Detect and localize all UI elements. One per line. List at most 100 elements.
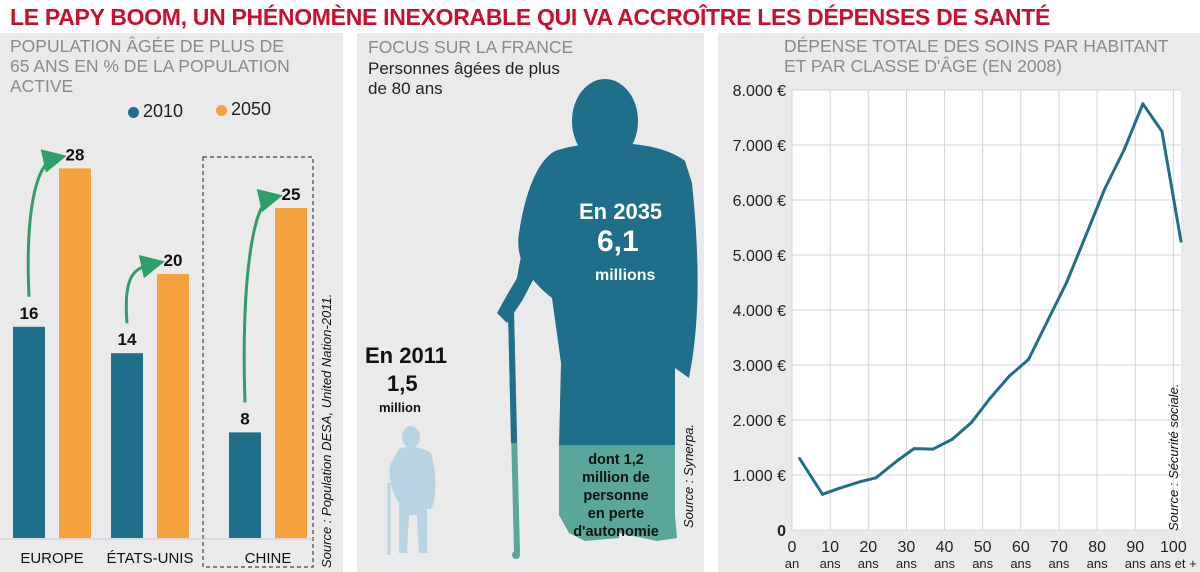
category-label-0: EUROPE (20, 550, 83, 567)
y-tick-label-5: 5.000 € (733, 248, 786, 265)
legend-2050-swatch (216, 105, 227, 116)
line-chart: 0 1.000 € 2.000 € 3.000 € 4.000 € 5.000 € 6.00… (733, 83, 1197, 571)
dependency-line-4: en perte (587, 506, 645, 522)
y-tick-label-4: 4.000 € (733, 303, 786, 320)
dependency-line-2: million de (582, 470, 650, 486)
category-label-1: ÉTATS-UNIS (107, 550, 194, 567)
unit-2011: million (379, 400, 421, 415)
spending-point-5 (897, 458, 901, 462)
dependency-line-1: dont 1,2 (588, 452, 644, 468)
panel-health-spending: DÉPENSE TOTALE DES SOINS PAR HABITANT ET… (718, 33, 1200, 572)
category-label-2: CHINE (245, 550, 292, 567)
left-title-line-2: 65 ANS EN % DE LA POPULATION (10, 56, 290, 76)
spending-point-11 (1007, 374, 1011, 378)
spending-point-20 (1179, 239, 1183, 243)
spending-point-8 (950, 437, 954, 441)
mid-source: Source : Synerpa. (681, 423, 696, 528)
spending-point-14 (1065, 281, 1069, 284)
y-tick-label-8: 8.000 € (733, 83, 786, 100)
small-elderly-figure (387, 426, 436, 555)
y-tick-label-2: 2.000 € (733, 413, 786, 430)
y-tick-label-3: 3.000 € (733, 358, 786, 375)
spending-point-18 (1141, 102, 1145, 106)
value-2035: 6,1 (597, 225, 639, 258)
x-tick-unit-4: ans (934, 556, 955, 571)
x-tick-label-0: 0 (788, 539, 797, 556)
x-tick-unit-8: ans (1087, 556, 1108, 571)
bar-2010-2 (229, 432, 261, 538)
spending-point-12 (1026, 358, 1030, 361)
bar-label-2010-0: 16 (20, 304, 39, 323)
bar-2050-1 (157, 274, 189, 538)
bar-label-2050-2: 25 (282, 185, 301, 204)
x-tick-unit-6: ans (1010, 556, 1031, 571)
spending-point-13 (1046, 319, 1050, 323)
spending-point-1 (821, 492, 825, 496)
x-tick-label-10: 100 (1160, 539, 1187, 556)
spending-point-17 (1122, 149, 1126, 152)
left-title-line-3: ACTIVE (10, 76, 74, 96)
x-tick-label-5: 50 (974, 539, 992, 556)
x-tick-label-2: 20 (859, 539, 877, 556)
headline: LE PAPY BOOM, UN PHÉNOMÈNE INEXORABLE QU… (10, 4, 1051, 30)
spending-point-15 (1084, 234, 1088, 238)
y-tick-label-1: 1.000 € (733, 468, 786, 485)
right-title-line-2: ET PAR CLASSE D'ÂGE (EN 2008) (784, 56, 1062, 76)
x-tick-unit-5: ans (972, 556, 993, 571)
legend-2010-swatch (128, 107, 139, 118)
x-tick-label-9: 90 (1126, 539, 1144, 556)
x-tick-label-6: 60 (1012, 539, 1030, 556)
x-tick-unit-10: ans et + (1150, 556, 1197, 571)
spending-point-10 (988, 396, 992, 400)
x-tick-unit-2: ans (858, 556, 879, 571)
growth-arrow-2 (242, 188, 283, 403)
spending-point-16 (1103, 187, 1107, 191)
x-tick-label-3: 30 (898, 539, 916, 556)
label-2011: En 2011 (365, 343, 447, 368)
spending-point-9 (969, 421, 973, 425)
legend-2010-label: 2010 (143, 101, 184, 121)
large-elderly-figure (497, 79, 698, 559)
y-tick-label-0: 0 (777, 523, 786, 540)
y-tick-label-7: 7.000 € (733, 138, 786, 155)
x-tick-label-1: 10 (821, 539, 839, 556)
bar-label-2050-0: 28 (66, 145, 85, 164)
left-source: Source : Population DESA, United Nation-… (319, 293, 334, 568)
x-tick-label-4: 40 (936, 539, 954, 556)
x-tick-label-8: 80 (1088, 539, 1106, 556)
bar-2010-1 (111, 353, 143, 538)
mid-subtitle-line-2: de 80 ans (368, 79, 443, 98)
spending-point-3 (859, 480, 863, 484)
spending-point-6 (912, 447, 916, 451)
bar-2050-2 (275, 208, 307, 538)
panel-france-focus: FOCUS SUR LA FRANCE Personnes âgées de p… (357, 33, 704, 572)
mid-subtitle-line-1: Personnes âgées de plus (368, 59, 560, 78)
dependency-note: dont 1,2 million de personne en perte d'… (561, 451, 671, 541)
value-2011: 1,5 (387, 371, 418, 396)
spending-point-19 (1160, 129, 1164, 133)
dependency-line-3: personne (583, 488, 649, 504)
mid-title: FOCUS SUR LA FRANCE (368, 37, 574, 57)
bar-chart: 16 28 EUROPE 14 20 ÉTATS-UNIS 8 25 CHINE (0, 145, 314, 568)
spending-point-2 (836, 487, 840, 491)
bar-2050-0 (59, 168, 91, 538)
y-tick-label-6: 6.000 € (733, 193, 786, 210)
spending-point-0 (798, 457, 802, 460)
x-tick-unit-3: ans (896, 556, 917, 571)
x-tick-unit-0: an (785, 556, 799, 571)
x-tick-unit-1: ans (820, 556, 841, 571)
dependency-line-5: d'autonomie (573, 524, 659, 540)
label-2035: En 2035 (579, 199, 663, 224)
x-tick-unit-7: ans (1048, 556, 1069, 571)
growth-arrow-0 (26, 149, 67, 297)
unit-2035: millions (595, 267, 656, 284)
x-tick-label-7: 70 (1050, 539, 1068, 556)
left-title-line-1: POPULATION ÂGÉE DE PLUS DE (10, 36, 284, 56)
highlight-box-chine (202, 156, 314, 568)
bar-label-2010-2: 8 (240, 409, 249, 428)
legend-2050-label: 2050 (231, 99, 272, 119)
spending-point-7 (931, 447, 935, 451)
panel-population-ratio: POPULATION ÂGÉE DE PLUS DE 65 ANS EN % D… (0, 33, 343, 572)
bar-2010-0 (13, 326, 45, 538)
bar-label-2050-1: 20 (164, 251, 183, 270)
